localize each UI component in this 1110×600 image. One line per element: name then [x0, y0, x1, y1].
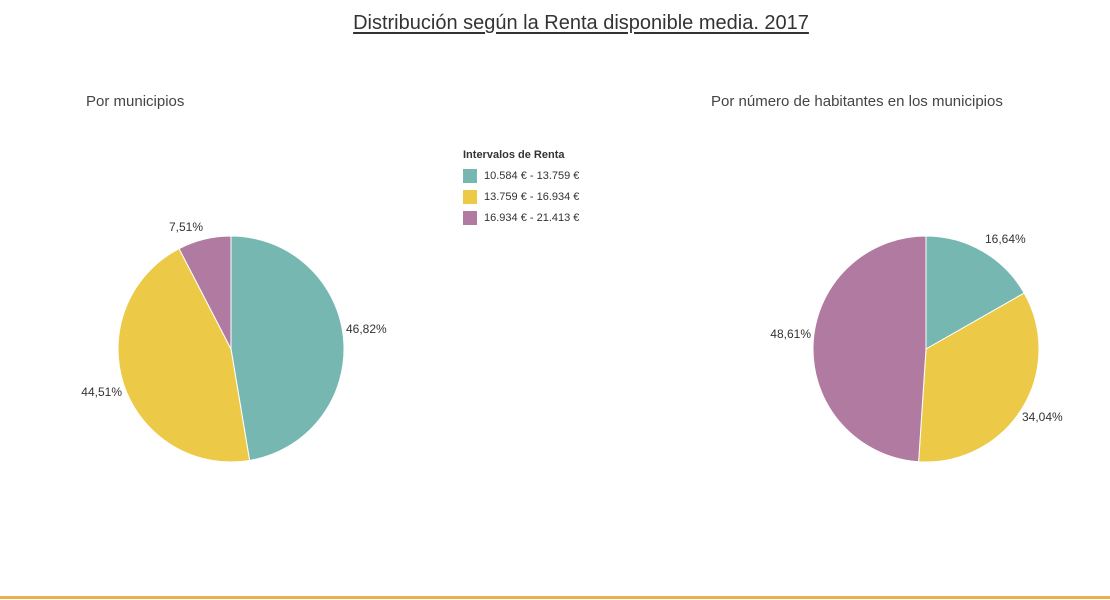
pie-slice-label: 7,51% — [169, 220, 203, 234]
pie-slice[interactable] — [178, 235, 232, 350]
legend-swatch — [463, 168, 477, 183]
pie-slice-label: 44,51% — [81, 385, 122, 399]
pie-slice-label: 46,82% — [346, 322, 387, 336]
pie-slice[interactable] — [117, 247, 251, 463]
legend-label: 13.759 € - 16.934 € — [484, 190, 580, 203]
legend-item[interactable]: 16.934 € - 21.413 € — [463, 207, 579, 228]
legend-swatch — [463, 210, 477, 225]
chart-title: Distribución según la Renta disponible m… — [353, 12, 809, 34]
pie-left-title: Por municipios — [86, 93, 185, 110]
legend-label: 10.584 € - 13.759 € — [484, 169, 580, 182]
pie-slice-label: 16,64% — [985, 232, 1026, 246]
legend-item[interactable]: 13.759 € - 16.934 € — [463, 186, 579, 207]
pie-left: 46,82% 44,51% 7,51% — [81, 220, 387, 463]
pie-slice-label: 34,04% — [1022, 410, 1063, 424]
pie-slice[interactable] — [918, 292, 1040, 463]
pie-slice-label: 48,61% — [770, 327, 811, 341]
pie-slice[interactable] — [230, 235, 345, 462]
legend: Intervalos de Renta 10.584 € - 13.759 € … — [463, 149, 579, 228]
footer-divider — [0, 596, 1110, 599]
pie-right: 16,64% 34,04% 48,61% — [770, 232, 1063, 463]
legend-swatch — [463, 189, 477, 204]
legend-item[interactable]: 10.584 € - 13.759 € — [463, 165, 579, 186]
legend-label: 16.934 € - 21.413 € — [484, 211, 580, 224]
legend-title: Intervalos de Renta — [463, 149, 565, 161]
pie-slice[interactable] — [812, 235, 927, 463]
pie-right-title: Por número de habitantes en los municipi… — [711, 93, 1003, 110]
pie-slice[interactable] — [925, 235, 1025, 350]
